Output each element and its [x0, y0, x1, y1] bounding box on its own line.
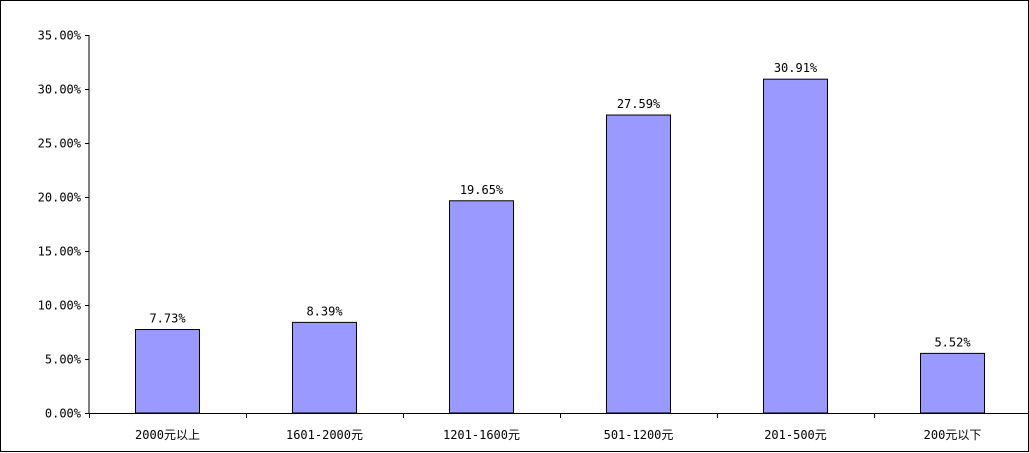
bar [920, 352, 985, 414]
data-label: 27.59% [617, 97, 661, 111]
x-tick-label: 2000元以上 [135, 428, 200, 442]
bar [449, 200, 514, 414]
y-tick-label: 20.00% [38, 191, 82, 205]
data-label: 5.52% [934, 335, 971, 349]
data-label: 19.65% [460, 183, 504, 197]
y-tick-label: 0.00% [45, 407, 82, 421]
x-tick-label: 201-500元 [764, 428, 827, 442]
x-tick-label: 1601-2000元 [286, 428, 363, 442]
data-labels: 7.73% 8.39% 19.65% 27.59% 30.91% 5.52% [149, 61, 971, 349]
x-tick-label: 200元以下 [924, 428, 982, 442]
bar [292, 321, 357, 414]
x-axis: 2000元以上 1601-2000元 1201-1600元 501-1200元 201-… [89, 413, 1029, 442]
y-tick-label: 25.00% [38, 137, 82, 151]
data-label: 7.73% [149, 312, 186, 326]
data-label: 8.39% [306, 304, 343, 318]
x-tick-label: 501-1200元 [604, 428, 674, 442]
bars [135, 78, 985, 414]
y-tick-label: 10.00% [38, 299, 82, 313]
data-label: 30.91% [774, 61, 818, 75]
y-tick-label: 15.00% [38, 245, 82, 259]
y-axis: 0.00% 5.00% 10.00% 15.00% 20.00% 25.00% 30.00%… [38, 29, 90, 421]
x-tick-label: 1201-1600元 [443, 428, 520, 442]
y-tick-label: 35.00% [38, 29, 82, 43]
bar [135, 329, 200, 414]
y-tick-label: 30.00% [38, 83, 82, 97]
y-tick-label: 5.00% [45, 353, 82, 367]
bar [763, 78, 828, 414]
bar [606, 114, 671, 414]
